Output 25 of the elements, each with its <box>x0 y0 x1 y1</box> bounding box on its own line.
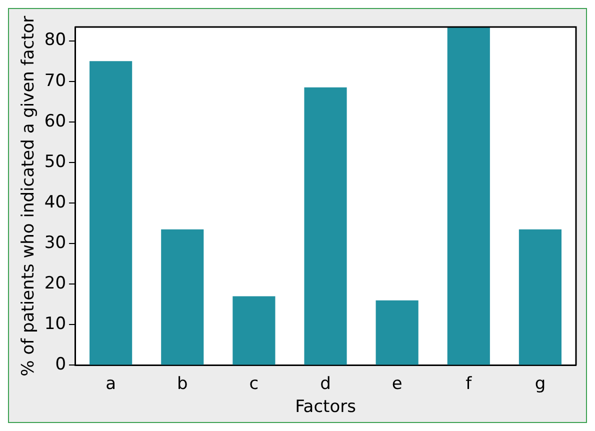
bar <box>447 27 490 365</box>
x-tick-label: a <box>106 374 116 394</box>
bar <box>518 229 562 365</box>
y-axis-title: % of patients who indicated a given factor <box>18 16 39 376</box>
y-tick-label: 20 <box>44 274 66 294</box>
x-tick-label: e <box>392 374 402 394</box>
y-tick-label: 80 <box>44 30 66 50</box>
x-tick-label: b <box>176 374 188 394</box>
bar <box>161 229 204 365</box>
x-tick-label: c <box>249 374 259 394</box>
bar <box>376 300 418 365</box>
x-tick-label: g <box>534 374 546 394</box>
bar <box>90 61 132 365</box>
bar <box>304 87 347 365</box>
y-tick-label: 30 <box>44 232 66 253</box>
y-tick-label: 10 <box>44 314 66 334</box>
x-axis-title: Factors <box>295 397 356 418</box>
y-tick-label: 60 <box>44 111 66 132</box>
x-tick-label: d <box>320 374 331 394</box>
y-tick-label: 0 <box>55 354 66 375</box>
y-tick-label: 50 <box>44 152 66 172</box>
y-tick-label: 40 <box>44 192 66 212</box>
bar <box>232 296 276 365</box>
x-tick-label: f <box>466 374 473 394</box>
y-tick-label: 70 <box>44 70 66 91</box>
